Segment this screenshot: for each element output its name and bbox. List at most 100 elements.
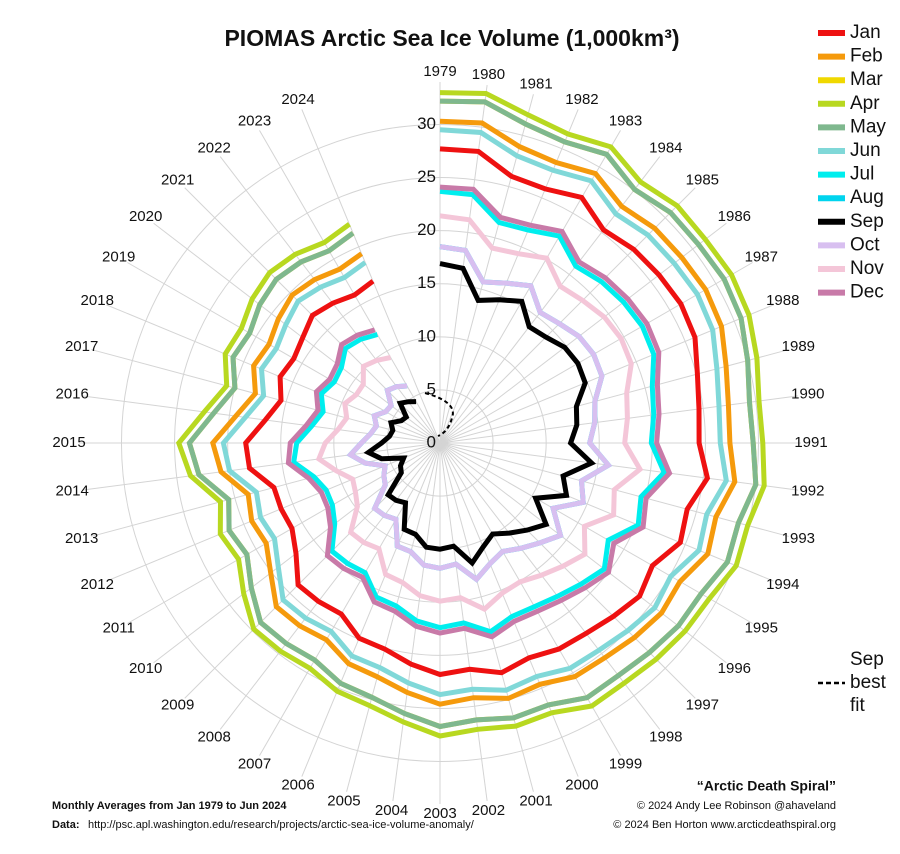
year-label: 2005 <box>327 792 360 809</box>
data-label: Data: <box>52 819 80 831</box>
y-tick-label: 25 <box>417 167 436 186</box>
spoke <box>439 262 753 444</box>
series-line <box>290 188 668 635</box>
year-label: 1984 <box>649 140 682 157</box>
year-label: 2001 <box>519 792 552 809</box>
legend-label: Jan <box>850 22 881 43</box>
year-label: 2004 <box>375 802 408 819</box>
year-label: 1979 <box>423 63 456 80</box>
year-label: 1992 <box>791 482 824 499</box>
year-label: 2010 <box>129 660 162 677</box>
year-label: 1983 <box>609 113 642 130</box>
spoke <box>259 442 441 756</box>
legend-label: Aug <box>850 187 884 208</box>
spoke <box>127 442 441 624</box>
spoke <box>439 304 774 444</box>
credit-author: © 2024 Andy Lee Robinson @ahaveland <box>637 800 836 812</box>
year-label: 1997 <box>686 696 719 713</box>
spoke <box>82 395 441 444</box>
spoke <box>439 395 798 444</box>
spoke <box>301 109 441 444</box>
spoke <box>301 442 441 777</box>
year-label: 1990 <box>791 386 824 403</box>
year-label: 2006 <box>281 777 314 794</box>
spoke <box>127 262 441 444</box>
year-label: 1994 <box>766 576 799 593</box>
spoke <box>439 442 696 699</box>
spoke <box>259 130 441 444</box>
year-label: 1987 <box>745 248 778 265</box>
series-line <box>220 127 729 698</box>
fit-curve <box>424 392 454 437</box>
spoke <box>439 442 621 756</box>
year-label: 2013 <box>65 530 98 547</box>
year-label: 2002 <box>472 802 505 819</box>
series-line <box>243 146 711 678</box>
spoke <box>439 442 534 792</box>
legend-label: May <box>850 116 886 137</box>
spoke <box>346 442 441 792</box>
legend-label: Mar <box>850 69 883 90</box>
spoke <box>439 349 789 444</box>
year-label: 2024 <box>281 91 314 108</box>
spoke <box>82 442 441 491</box>
spoke <box>439 109 579 444</box>
spoke <box>439 187 696 444</box>
y-tick-label: 20 <box>417 220 436 239</box>
spoke <box>439 442 579 777</box>
year-label: 2018 <box>81 292 114 309</box>
year-label: 2011 <box>103 619 135 636</box>
spoke <box>439 442 774 582</box>
series-line <box>285 184 673 640</box>
series-line <box>186 98 759 730</box>
legend-label: Feb <box>850 46 883 67</box>
series-line <box>175 90 767 739</box>
spoke <box>439 94 534 444</box>
legend-label: Jun <box>850 140 881 161</box>
year-label: 1993 <box>782 530 815 547</box>
year-label: 1986 <box>718 208 751 225</box>
spoke <box>184 442 441 699</box>
lines <box>175 90 767 739</box>
series-line <box>315 213 644 613</box>
chart-title: PIOMAS Arctic Sea Ice Volume (1,000km³) <box>224 25 679 51</box>
range-note: Monthly Averages from Jan 1979 to Jun 20… <box>52 800 287 812</box>
year-label: 2015 <box>52 434 85 451</box>
fit-label: Sep best fit <box>850 649 887 716</box>
year-label: 2012 <box>81 576 114 593</box>
year-label: 2016 <box>55 386 88 403</box>
spoke <box>219 156 441 444</box>
year-label: 2019 <box>102 248 135 265</box>
year-label: 2023 <box>238 113 271 130</box>
legend-label: Oct <box>850 234 880 255</box>
series-line <box>210 118 738 707</box>
spoke <box>439 222 727 444</box>
y-tick-label: 15 <box>417 273 436 292</box>
y-tick-label: 30 <box>417 114 436 133</box>
year-label: 2014 <box>55 482 88 499</box>
y-tick-label: 10 <box>417 326 436 345</box>
y-tick-label: 5 <box>427 379 436 398</box>
legend-label: Apr <box>850 93 880 114</box>
credit-author: © 2024 Ben Horton www.arcticdeathspiral.… <box>613 819 836 831</box>
legend-label: Dec <box>850 282 884 303</box>
spoke <box>439 85 488 444</box>
year-label: 1989 <box>782 338 815 355</box>
series-line <box>346 244 613 583</box>
year-label: 1998 <box>649 728 682 745</box>
year-label: 1981 <box>519 76 552 93</box>
spoke <box>106 442 441 582</box>
year-label: 2008 <box>197 728 230 745</box>
year-label: 1988 <box>766 292 799 309</box>
year-label: 1995 <box>745 619 778 636</box>
data-url: http://psc.apl.washington.edu/research/p… <box>88 819 475 831</box>
year-label: 2021 <box>161 172 194 189</box>
year-label: 2007 <box>238 755 271 772</box>
year-label: 2009 <box>161 696 194 713</box>
legend-label: Nov <box>850 258 884 279</box>
year-label: 2022 <box>197 140 230 157</box>
spoke <box>219 442 441 730</box>
